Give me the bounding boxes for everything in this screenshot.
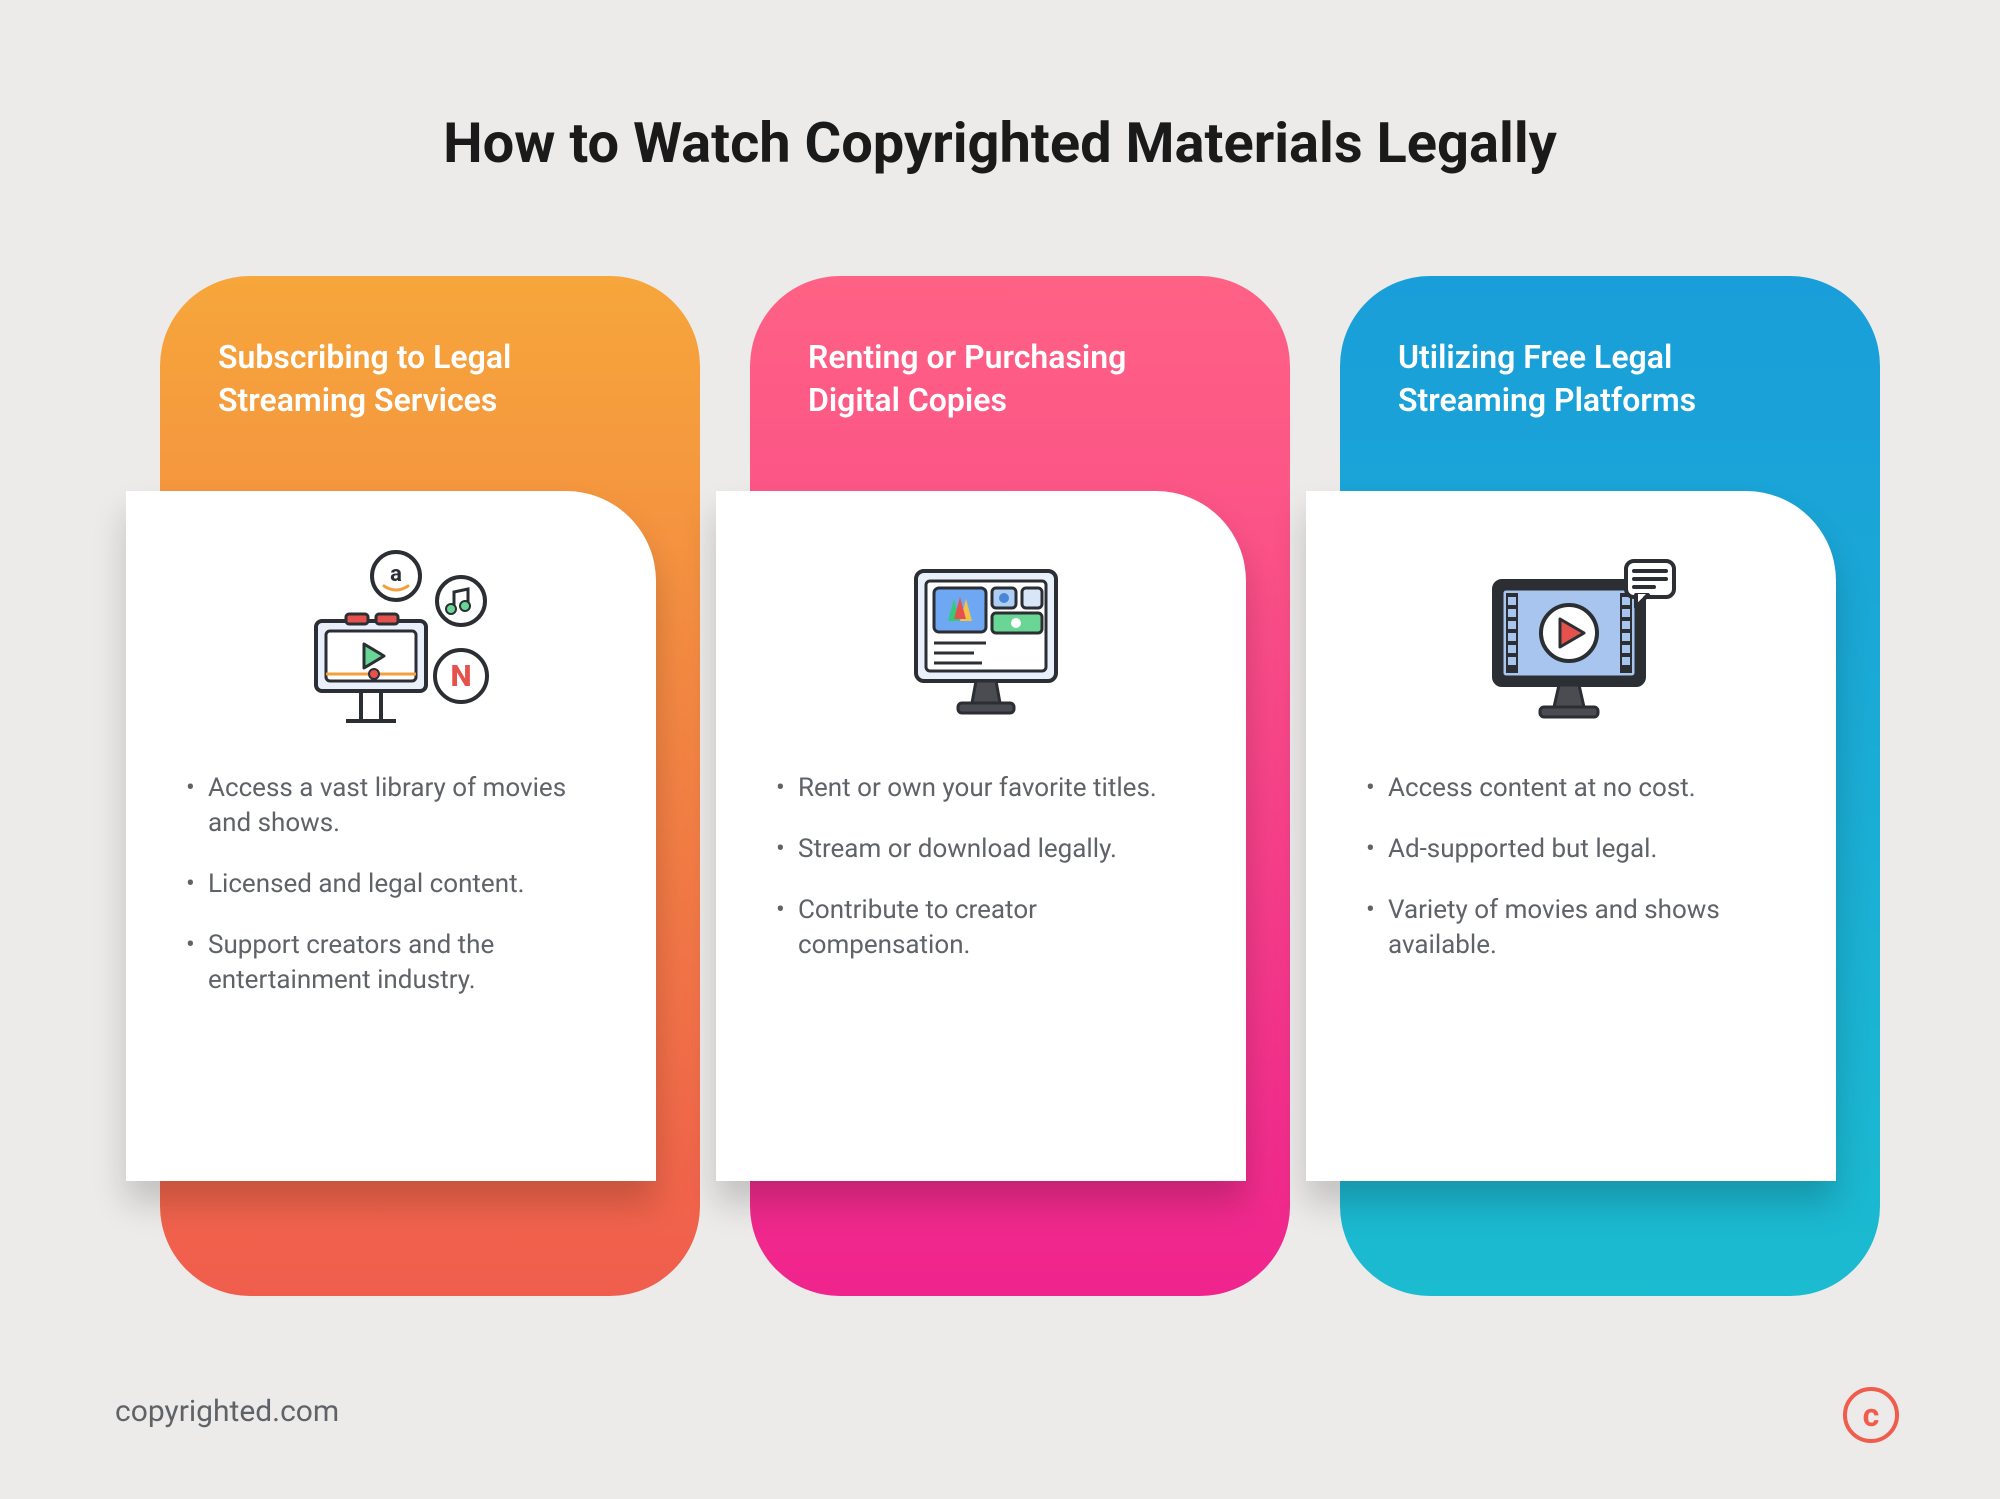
list-item: Rent or own your favorite titles. [776, 771, 1196, 806]
card-streaming-services: Subscribing to Legal Streaming Services [160, 276, 660, 1296]
list-item: Contribute to creator compensation. [776, 893, 1196, 963]
list-item: Access a vast library of movies and show… [186, 771, 606, 841]
card-body: a N Access a vast library of movies and … [126, 491, 656, 1181]
card-heading: Renting or Purchasing Digital Copies [808, 336, 1192, 422]
card-renting-purchasing: Renting or Purchasing Digital Copies [750, 276, 1250, 1296]
list-item: Access content at no cost. [1366, 771, 1786, 806]
list-item: Stream or download legally. [776, 832, 1196, 867]
bullet-list: Access content at no cost. Ad-supported … [1366, 771, 1786, 989]
digital-store-icon [776, 531, 1196, 761]
copyright-logo-icon: c [1842, 1386, 1900, 1444]
svg-text:a: a [390, 562, 402, 587]
free-streaming-icon [1366, 531, 1786, 761]
cards-row: Subscribing to Legal Streaming Services [0, 276, 2000, 1296]
card-body: Access content at no cost. Ad-supported … [1306, 491, 1836, 1181]
card-heading: Utilizing Free Legal Streaming Platforms [1398, 336, 1782, 422]
streaming-services-icon: a N [186, 531, 606, 761]
bullet-list: Access a vast library of movies and show… [186, 771, 606, 1024]
page-title: How to Watch Copyrighted Materials Legal… [0, 0, 2000, 176]
footer-brand: copyrighted.com [115, 1394, 339, 1429]
list-item: Support creators and the entertainment i… [186, 928, 606, 998]
svg-text:c: c [1863, 1396, 1880, 1434]
list-item: Variety of movies and shows available. [1366, 893, 1786, 963]
card-heading: Subscribing to Legal Streaming Services [218, 336, 602, 422]
svg-text:N: N [450, 659, 471, 694]
list-item: Licensed and legal content. [186, 867, 606, 902]
bullet-list: Rent or own your favorite titles. Stream… [776, 771, 1196, 989]
card-free-platforms: Utilizing Free Legal Streaming Platforms [1340, 276, 1840, 1296]
card-body: Rent or own your favorite titles. Stream… [716, 491, 1246, 1181]
list-item: Ad-supported but legal. [1366, 832, 1786, 867]
